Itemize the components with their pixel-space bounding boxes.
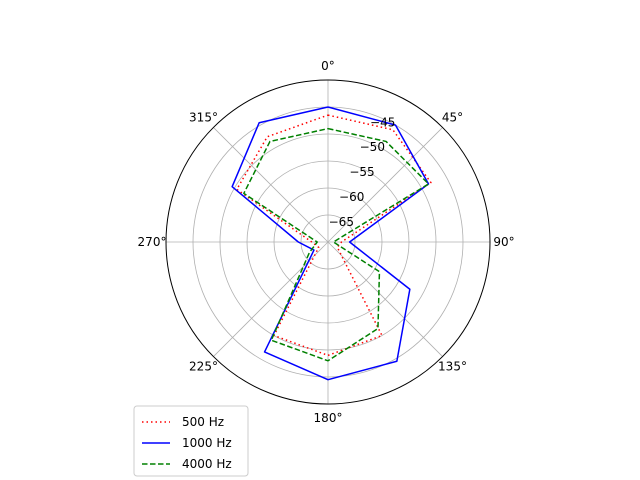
theta-grid-line bbox=[327, 127, 443, 243]
legend-label-1: 500 Hz bbox=[182, 415, 224, 429]
r-tick-label: −55 bbox=[349, 165, 374, 179]
theta-tick-label: 270° bbox=[138, 235, 167, 249]
theta-grid-line bbox=[213, 127, 329, 243]
r-tick-label: −50 bbox=[360, 140, 385, 154]
theta-tick-label: 90° bbox=[493, 235, 514, 249]
theta-tick-label: 225° bbox=[189, 360, 218, 374]
theta-tick-label: 135° bbox=[438, 360, 467, 374]
legend-frame bbox=[133, 405, 249, 477]
series-line-1 bbox=[236, 114, 432, 357]
r-tick-label: −45 bbox=[370, 115, 395, 129]
theta-grid-line bbox=[327, 241, 443, 357]
polar-grid bbox=[166, 80, 490, 404]
r-tick-label: −60 bbox=[339, 190, 364, 204]
r-tick-label: −65 bbox=[329, 215, 354, 229]
legend-entries: 500 Hz 1000 Hz 4000 Hz bbox=[142, 415, 232, 471]
legend-label-2: 1000 Hz bbox=[182, 436, 232, 450]
series-line-2 bbox=[231, 106, 430, 381]
series-line-3 bbox=[243, 127, 430, 362]
tick-labels: 0° 45° 90° 135° 180° 225° 270° 315° −65 −60 −55 −50… bbox=[138, 59, 515, 425]
legend-label-3: 4000 Hz bbox=[182, 457, 232, 471]
outer-spine bbox=[165, 79, 491, 405]
theta-tick-label: 0° bbox=[321, 59, 335, 73]
series-lines bbox=[231, 106, 432, 381]
legend: 500 Hz 1000 Hz 4000 Hz bbox=[133, 405, 249, 477]
theta-tick-label: 315° bbox=[189, 111, 218, 125]
theta-tick-label: 180° bbox=[314, 411, 343, 425]
theta-tick-label: 45° bbox=[442, 111, 463, 125]
